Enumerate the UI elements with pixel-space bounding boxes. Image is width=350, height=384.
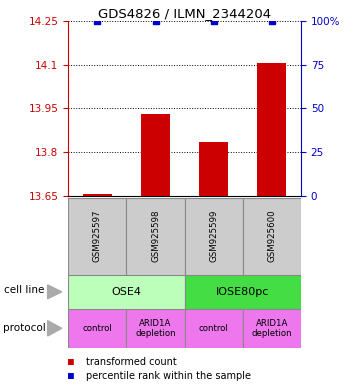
Text: GSM925598: GSM925598 [151, 210, 160, 262]
Bar [243, 198, 301, 275]
Bar [68, 275, 185, 309]
Text: ■: ■ [68, 371, 74, 381]
Text: ARID1A
depletion: ARID1A depletion [135, 319, 176, 338]
Bar [185, 198, 243, 275]
Bar [68, 198, 126, 275]
Text: ■: ■ [68, 357, 74, 367]
Text: OSE4: OSE4 [111, 287, 141, 297]
Bar [185, 309, 243, 348]
Bar [126, 198, 185, 275]
Text: percentile rank within the sample: percentile rank within the sample [86, 371, 251, 381]
Text: transformed count: transformed count [86, 357, 176, 367]
Text: ARID1A
depletion: ARID1A depletion [252, 319, 292, 338]
Polygon shape [48, 285, 62, 299]
Text: IOSE80pc: IOSE80pc [216, 287, 270, 297]
Bar [199, 142, 228, 196]
Polygon shape [48, 321, 62, 336]
Title: GDS4826 / ILMN_2344204: GDS4826 / ILMN_2344204 [98, 7, 271, 20]
Bar [257, 63, 286, 196]
Bar [141, 114, 170, 196]
Bar [83, 194, 112, 196]
Bar [126, 309, 185, 348]
Bar [185, 275, 301, 309]
Text: cell line: cell line [4, 285, 44, 295]
Text: GSM925600: GSM925600 [267, 210, 276, 263]
Text: control: control [199, 324, 229, 333]
Text: GSM925597: GSM925597 [93, 210, 102, 262]
Bar [68, 309, 126, 348]
Text: protocol: protocol [4, 323, 46, 333]
Bar [243, 309, 301, 348]
Text: control: control [83, 324, 112, 333]
Text: GSM925599: GSM925599 [209, 210, 218, 262]
